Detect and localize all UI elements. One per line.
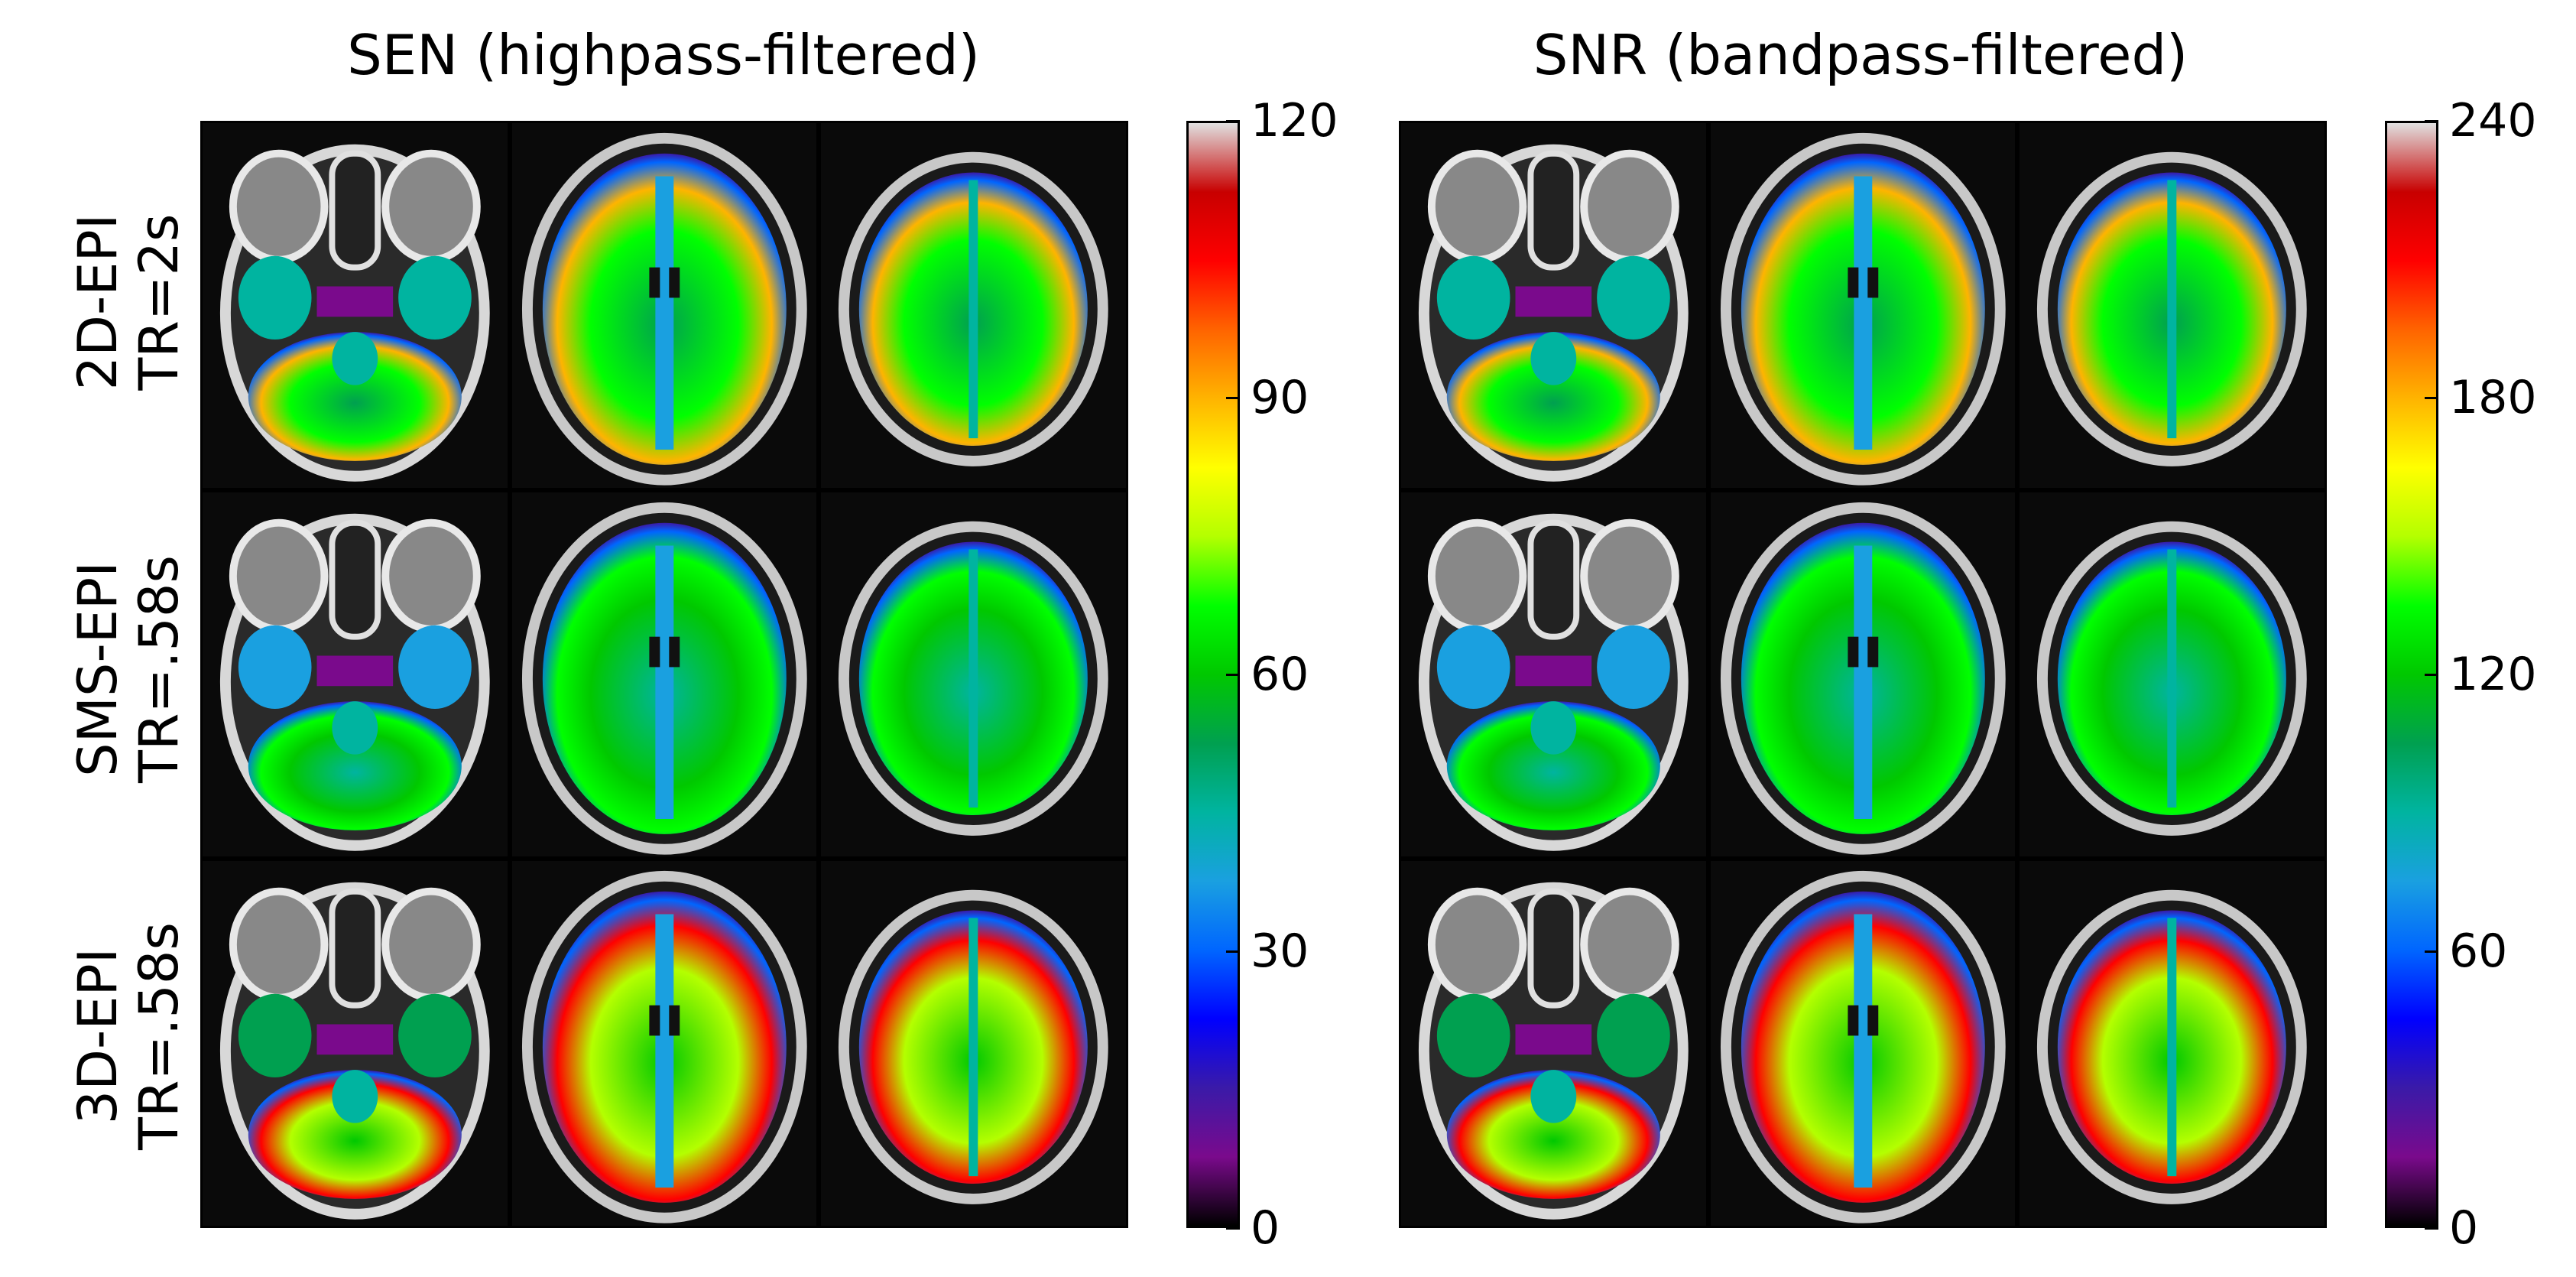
row-label-line2: TR=2s [128,213,190,391]
brain-slice-image [1401,861,1706,1226]
brain-slice-image [1401,492,1706,857]
left-panel-title: SEN (highpass-filtered) [347,23,980,87]
colorbar-tick [2425,950,2438,953]
row-label-line1: 3D-EPI [67,947,129,1125]
brain-slice-image [1401,123,1706,488]
row-label-3d-epi: 3D-EPI TR=.58s [67,922,190,1150]
colorbar-tick-label: 30 [1251,924,1309,978]
brain-slice-image [203,123,508,488]
brain-slice-image [2020,861,2325,1226]
colorbar-tick-label: 120 [2449,648,2537,701]
colorbar-tick [2425,1227,2438,1230]
sen-image-grid [200,121,1128,1228]
brain-slice-image [511,123,817,488]
brain-slice-image [2020,492,2325,857]
colorbar-tick-label: 0 [2449,1201,2479,1255]
colorbar-tick [2425,119,2438,122]
snr-colorbar-ticks: 0 60 120 180 240 [2425,98,2572,1251]
brain-slice-image [203,492,508,857]
brain-slice-image [821,861,1126,1226]
row-label-line2: TR=.58s [128,555,190,783]
row-label-line1: 2D-EPI [67,213,129,391]
brain-slice-image [511,861,817,1226]
colorbar-tick [2425,673,2438,676]
colorbar-tick-label: 90 [1251,371,1309,424]
colorbar-tick [1226,673,1240,676]
colorbar-tick [1226,950,1240,953]
colorbar-tick [1226,119,1240,122]
brain-slice-image [821,492,1126,857]
row-label-sms-epi: SMS-EPI TR=.58s [67,555,190,783]
colorbar-tick-label: 120 [1251,94,1338,148]
sen-colorbar-ticks: 0 30 60 90 120 [1226,98,1362,1251]
colorbar-tick-label: 60 [2449,924,2508,978]
row-label-line2: TR=.58s [128,922,190,1150]
row-label-line1: SMS-EPI [67,561,129,777]
brain-slice-image [821,123,1126,488]
right-panel-title: SNR (bandpass-filtered) [1533,23,2188,87]
colorbar-tick [1226,396,1240,399]
brain-slice-image [2020,123,2325,488]
brain-slice-image [1710,492,2016,857]
colorbar-tick-label: 60 [1251,648,1309,701]
brain-slice-image [1710,861,2016,1226]
brain-slice-image [511,492,817,857]
snr-image-grid [1399,121,2327,1228]
colorbar-tick [2425,396,2438,399]
colorbar-tick [1226,1227,1240,1230]
brain-slice-image [1710,123,2016,488]
colorbar-tick-label: 240 [2449,94,2537,148]
row-label-2d-epi: 2D-EPI TR=2s [67,213,190,390]
colorbar-tick-label: 0 [1251,1201,1280,1255]
colorbar-tick-label: 180 [2449,371,2537,424]
brain-slice-image [203,861,508,1226]
